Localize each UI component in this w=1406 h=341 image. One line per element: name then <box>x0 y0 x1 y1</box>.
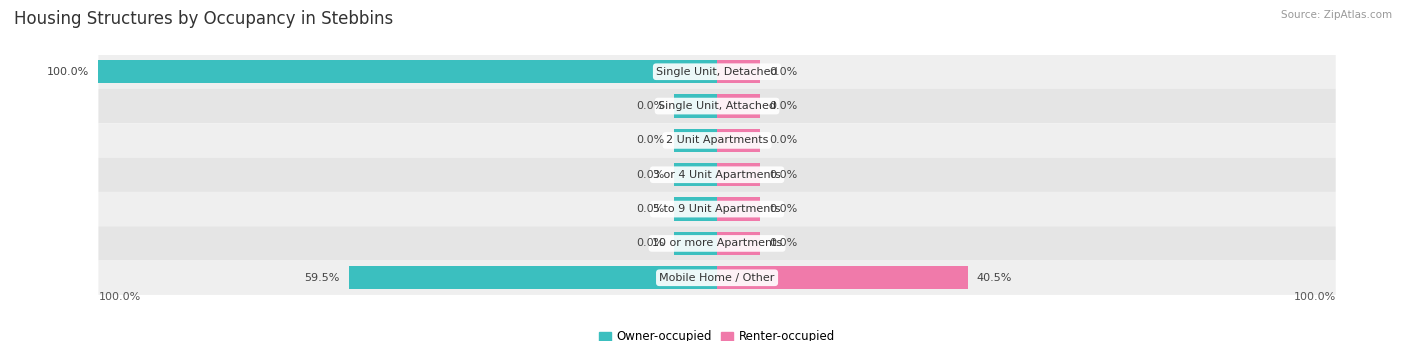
Bar <box>673 163 717 187</box>
Text: 0.0%: 0.0% <box>769 67 797 77</box>
Bar <box>717 266 967 290</box>
Bar <box>673 232 717 255</box>
Text: 0.0%: 0.0% <box>769 170 797 180</box>
FancyBboxPatch shape <box>98 261 1336 295</box>
Text: 0.0%: 0.0% <box>637 101 665 111</box>
Text: Housing Structures by Occupancy in Stebbins: Housing Structures by Occupancy in Stebb… <box>14 10 394 28</box>
Bar <box>717 232 761 255</box>
FancyBboxPatch shape <box>98 226 1336 261</box>
Text: 0.0%: 0.0% <box>769 135 797 145</box>
Bar <box>673 129 717 152</box>
Text: 100.0%: 100.0% <box>1294 292 1336 302</box>
Bar <box>673 197 717 221</box>
Text: 59.5%: 59.5% <box>304 273 340 283</box>
Text: 0.0%: 0.0% <box>769 238 797 249</box>
Text: 2 Unit Apartments: 2 Unit Apartments <box>666 135 768 145</box>
FancyBboxPatch shape <box>98 123 1336 158</box>
FancyBboxPatch shape <box>98 89 1336 123</box>
Bar <box>98 60 717 84</box>
Bar <box>717 163 761 187</box>
Bar <box>673 94 717 118</box>
Text: 5 to 9 Unit Apartments: 5 to 9 Unit Apartments <box>654 204 780 214</box>
Text: Source: ZipAtlas.com: Source: ZipAtlas.com <box>1281 10 1392 20</box>
Text: 100.0%: 100.0% <box>98 292 141 302</box>
Text: Mobile Home / Other: Mobile Home / Other <box>659 273 775 283</box>
Text: Single Unit, Attached: Single Unit, Attached <box>658 101 776 111</box>
Text: 0.0%: 0.0% <box>769 204 797 214</box>
Text: 0.0%: 0.0% <box>637 238 665 249</box>
FancyBboxPatch shape <box>98 192 1336 226</box>
Text: 100.0%: 100.0% <box>46 67 89 77</box>
Text: 3 or 4 Unit Apartments: 3 or 4 Unit Apartments <box>654 170 780 180</box>
Legend: Owner-occupied, Renter-occupied: Owner-occupied, Renter-occupied <box>593 326 841 341</box>
Bar <box>717 129 761 152</box>
FancyBboxPatch shape <box>98 55 1336 89</box>
Text: 0.0%: 0.0% <box>637 135 665 145</box>
Text: 0.0%: 0.0% <box>637 204 665 214</box>
Bar <box>717 197 761 221</box>
Text: 40.5%: 40.5% <box>977 273 1012 283</box>
Text: 10 or more Apartments: 10 or more Apartments <box>652 238 782 249</box>
Text: Single Unit, Detached: Single Unit, Detached <box>657 67 778 77</box>
Text: 0.0%: 0.0% <box>769 101 797 111</box>
Bar <box>717 94 761 118</box>
FancyBboxPatch shape <box>98 158 1336 192</box>
Text: 0.0%: 0.0% <box>637 170 665 180</box>
Bar <box>717 60 761 84</box>
Bar <box>349 266 717 290</box>
